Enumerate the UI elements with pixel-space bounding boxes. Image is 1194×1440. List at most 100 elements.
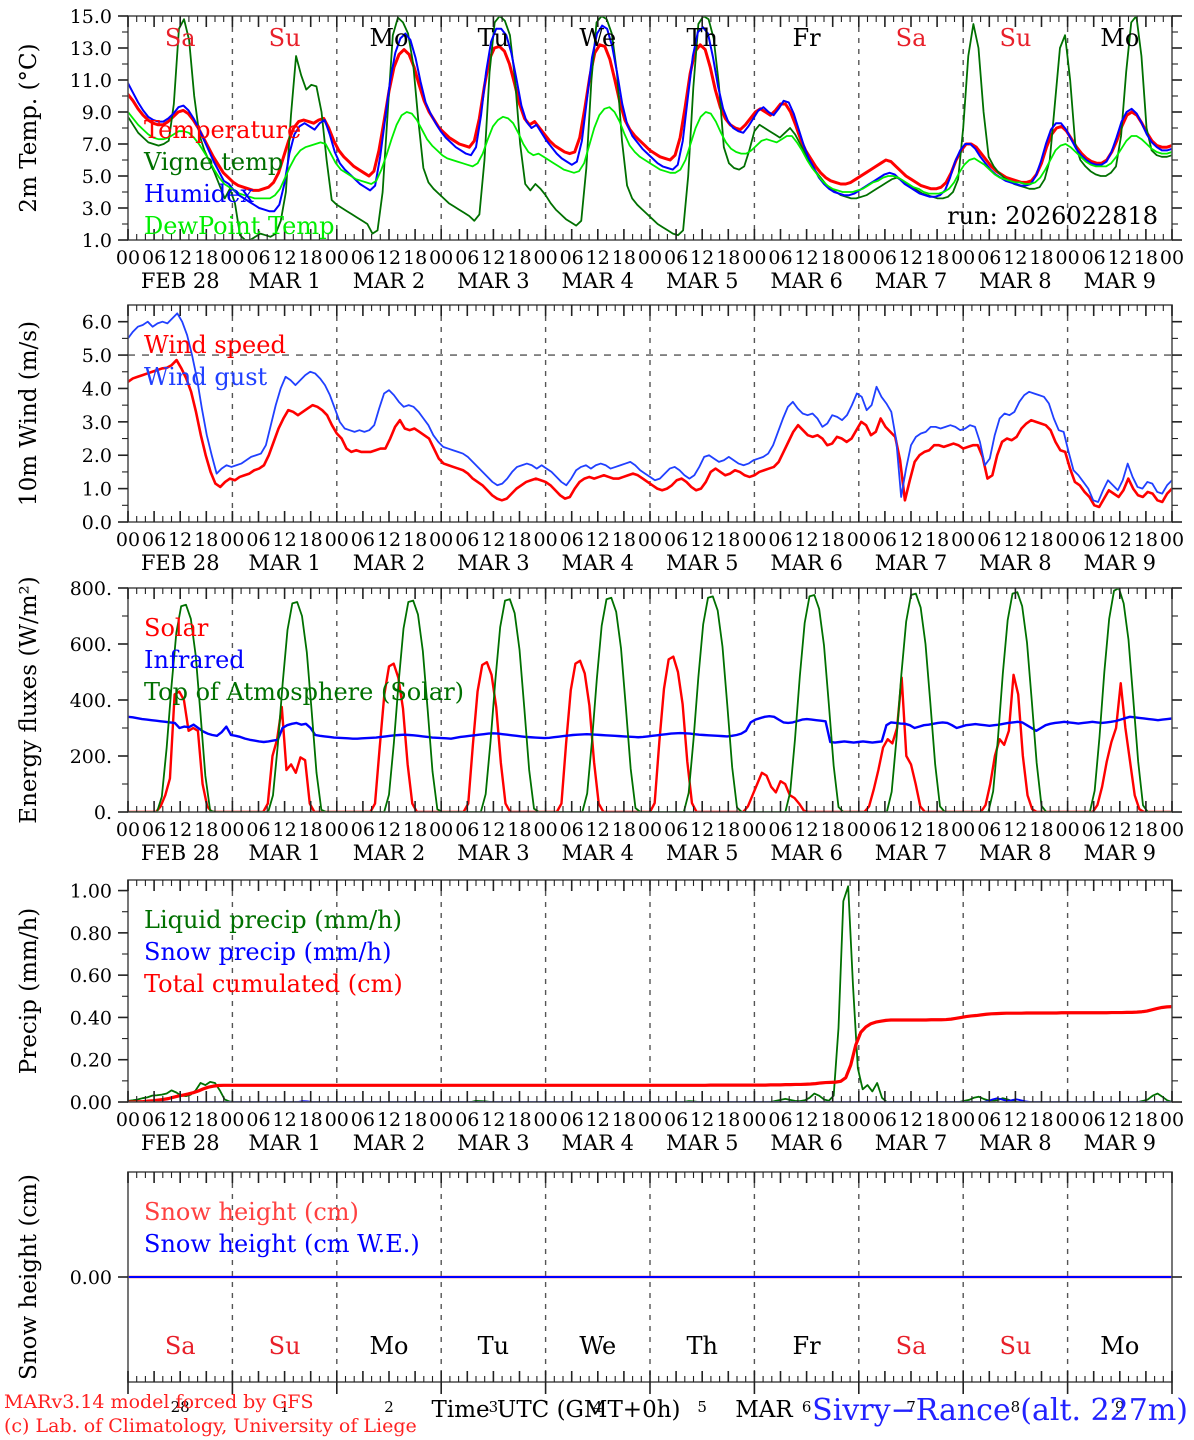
x-hour-label: 18: [1134, 819, 1158, 841]
x-date-label: MAR 4: [562, 269, 635, 293]
x-hour-label: 18: [403, 529, 427, 551]
y-tick-label: 0.00: [70, 1267, 112, 1289]
x-date-label: MAR 2: [353, 1131, 426, 1155]
x-hour-label: 12: [273, 529, 297, 551]
x-hour-label: 00: [220, 819, 244, 841]
legend-entry: Vigne temp: [143, 148, 283, 176]
day-of-week-label: Su: [269, 24, 301, 52]
x-date-label: MAR 1: [248, 841, 321, 865]
x-hour-label: 12: [690, 1109, 714, 1131]
y-tick-label: 0.0: [82, 512, 112, 534]
x-hour-label: 00: [220, 1109, 244, 1131]
x-hour-label: 12: [795, 1109, 819, 1131]
x-hour-label: 12: [1108, 529, 1132, 551]
x-hour-label: 12: [377, 819, 401, 841]
x-hour-label: 12: [795, 819, 819, 841]
x-hour-label: 06: [873, 1109, 897, 1131]
x-hour-label: 00: [638, 1109, 662, 1131]
x-hour-label: 18: [299, 819, 323, 841]
x-hour-label: 18: [1134, 1109, 1158, 1131]
x-day-number: 9: [1115, 1398, 1125, 1416]
day-of-week-label-bottom: Su: [999, 1332, 1031, 1360]
y-tick-label: 1.00: [70, 881, 112, 903]
x-day-number: 6: [802, 1398, 812, 1416]
x-hour-label: 06: [977, 1109, 1001, 1131]
day-of-week-label: Sa: [896, 24, 927, 52]
x-hour-label: 06: [560, 529, 584, 551]
x-hour-label: 06: [142, 1109, 166, 1131]
x-hour-label: 00: [325, 819, 349, 841]
series-line: [128, 106, 1172, 200]
x-hour-label: 18: [1029, 529, 1053, 551]
day-of-week-label: Sa: [165, 24, 196, 52]
x-date-label: MAR 5: [666, 841, 739, 865]
x-hour-label: 06: [768, 529, 792, 551]
x-hour-label: 18: [1029, 1109, 1053, 1131]
x-date-label: MAR 1: [248, 269, 321, 293]
x-hour-label: 18: [507, 1109, 531, 1131]
x-hour-label: 12: [795, 247, 819, 269]
x-hour-label: 18: [821, 247, 845, 269]
y-axis-title: Energy fluxes (W/m²): [16, 576, 42, 823]
x-hour-label: 06: [560, 247, 584, 269]
day-of-week-label: Mo: [1100, 24, 1139, 52]
x-date-label: MAR 9: [1084, 1131, 1157, 1155]
y-tick-label: 2.0: [82, 445, 112, 467]
y-axis-title: Precip (mm/h): [16, 908, 42, 1074]
x-hour-label: 18: [1134, 247, 1158, 269]
x-hour-label: 18: [925, 1109, 949, 1131]
x-hour-label: 00: [638, 819, 662, 841]
x-hour-label: 12: [586, 819, 610, 841]
x-hour-label: 00: [220, 247, 244, 269]
y-tick-label: 5.0: [82, 345, 112, 367]
y-tick-label: 0.40: [70, 1007, 112, 1029]
run-label: run: 2026022818: [947, 202, 1158, 230]
legend-entry: Infrared: [144, 646, 245, 674]
series-line: [128, 358, 1172, 509]
y-tick-label: 0.00: [70, 1092, 112, 1114]
x-hour-label: 12: [586, 1109, 610, 1131]
x-hour-label: 00: [1056, 819, 1080, 841]
x-date-label: MAR 4: [562, 841, 635, 865]
x-date-label: MAR 7: [875, 551, 948, 575]
x-hour-label: 06: [351, 1109, 375, 1131]
x-date-label: FEB 28: [141, 269, 220, 293]
x-hour-label: 06: [246, 529, 270, 551]
x-date-label: MAR 3: [457, 841, 530, 865]
x-hour-label: 00: [534, 247, 558, 269]
y-tick-label: 200.: [70, 746, 112, 768]
x-date-label: MAR 8: [979, 269, 1052, 293]
x-hour-label: 18: [612, 819, 636, 841]
y-tick-label: 800.: [70, 578, 112, 600]
x-hour-label: 00: [429, 1109, 453, 1131]
x-hour-label: 00: [1160, 1109, 1184, 1131]
day-of-week-label: Mo: [369, 24, 408, 52]
x-hour-label: 00: [534, 819, 558, 841]
x-hour-label: 00: [742, 529, 766, 551]
x-hour-label: 18: [821, 529, 845, 551]
y-tick-label: 3.0: [82, 412, 112, 434]
y-tick-label: 6.0: [82, 312, 112, 334]
y-axis-title: 2m Temp. (°C): [16, 43, 42, 212]
x-date-label: MAR 2: [353, 269, 426, 293]
day-of-week-label: Th: [686, 24, 717, 52]
x-hour-label: 06: [1082, 529, 1106, 551]
x-date-label: MAR 2: [353, 551, 426, 575]
x-hour-label: 00: [325, 1109, 349, 1131]
x-day-number: 3: [489, 1398, 499, 1416]
x-hour-label: 18: [612, 1109, 636, 1131]
y-tick-label: 7.0: [82, 134, 112, 156]
footer-model: MARv3.14 model forced by GFS: [4, 1391, 314, 1413]
x-hour-label: 06: [455, 247, 479, 269]
x-day-number: 8: [1011, 1398, 1021, 1416]
x-hour-label: 00: [1056, 529, 1080, 551]
x-hour-label: 18: [925, 819, 949, 841]
day-of-week-label-bottom: Sa: [165, 1332, 196, 1360]
x-hour-label: 00: [951, 247, 975, 269]
x-hour-label: 12: [690, 247, 714, 269]
x-hour-label: 06: [977, 247, 1001, 269]
x-hour-label: 12: [168, 529, 192, 551]
x-hour-label: 00: [742, 819, 766, 841]
x-day-number: 28: [171, 1398, 190, 1416]
